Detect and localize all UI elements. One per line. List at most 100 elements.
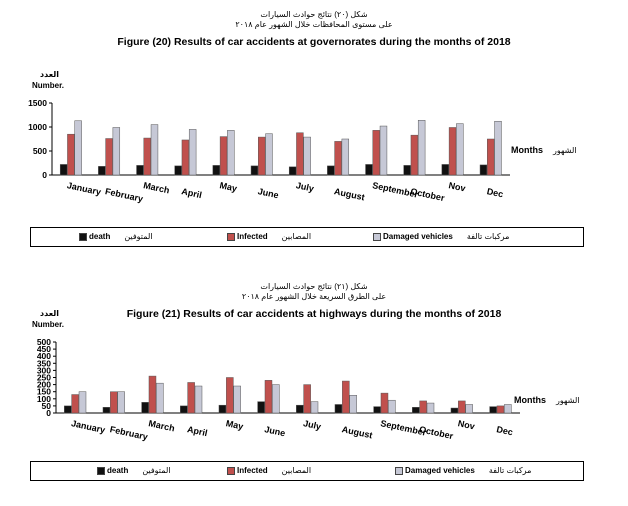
fig20-y-tick-label: 1000 [28, 122, 47, 132]
fig21-bar-death [334, 404, 343, 414]
fig21-bar-damaged [465, 404, 473, 414]
fig20-bar-infected [219, 136, 228, 176]
fig20-bar-infected [143, 137, 151, 176]
fig20-xlabel-en: Months [511, 145, 543, 155]
fig21-y-tick-label: 0 [46, 408, 51, 418]
fig20-bar-damaged [456, 123, 464, 176]
fig21-xlabel: Months الشهور [514, 395, 579, 405]
fig21-x-tick-label: May [225, 418, 244, 431]
fig21-x-tick-label: August [341, 424, 373, 440]
fig20-x-tick-label: June [257, 186, 280, 200]
fig20-bar-infected [296, 132, 304, 176]
fig21-x-tick-label: June [264, 424, 287, 438]
fig20-bar-death [441, 164, 450, 176]
fig21-bar-death [450, 407, 459, 414]
fig21-bar-damaged [426, 402, 435, 414]
fig20-bar-damaged [265, 133, 273, 176]
fig20-bar-death [250, 165, 259, 176]
fig21-title-en: Figure (21) Results of car accidents at … [126, 308, 502, 320]
fig21-bar-death [64, 405, 72, 414]
fig20-legend-damaged: Damaged vehicles مركبات تالفة [373, 232, 509, 241]
fig21-bar-damaged [194, 385, 203, 414]
fig21-bar-infected [71, 394, 79, 414]
fig20-bar-damaged [74, 120, 82, 176]
fig21-bar-death [218, 404, 227, 414]
fig21-title-ar-1: شكل (٢١) نتائج حوادث السيارات [260, 282, 368, 291]
fig20-bar-damaged [227, 130, 235, 176]
fig20-bar-infected [334, 141, 342, 176]
fig21-bar-damaged [78, 391, 87, 414]
fig21-bar-death [412, 407, 420, 414]
fig21-x-tick-label: July [302, 418, 322, 432]
fig21-y-tick-label: 250 [37, 373, 51, 383]
fig20-xlabel: Months الشهور [511, 145, 576, 155]
fig20-x-tick-label: Nov [448, 180, 467, 193]
fig21-legend-damaged: Damaged vehicles مركبات تالفة [395, 466, 531, 475]
fig20-bar-death [136, 165, 144, 176]
fig20-x-tick-label: April [181, 186, 203, 200]
fig21-bar-damaged [233, 385, 241, 414]
infected-swatch [227, 232, 235, 241]
fig20-title-ar-2: على مستوى المحافظات خلال الشهور عام ٢٠١٨ [235, 20, 393, 29]
fig21-bar-infected [226, 377, 234, 414]
fig21-y-tick-label: 350 [37, 358, 51, 368]
fig20-x-tick-label: July [295, 180, 315, 194]
fig20-x-tick-label: May [219, 180, 238, 193]
infected-swatch [227, 466, 235, 475]
fig20-bar-infected [258, 136, 266, 176]
fig20-legend: death المتوفين Infected المصابين Damaged v… [30, 227, 584, 247]
fig21-bar-death [373, 406, 381, 414]
fig20-bar-infected [448, 127, 457, 176]
fig21-y-tick-label: 500 [37, 337, 51, 347]
fig20-bar-damaged [494, 120, 502, 176]
fig21-bar-infected [110, 391, 118, 414]
fig21-y-tick-label: 450 [37, 344, 51, 354]
fig21-bar-death [257, 401, 265, 414]
fig21-y-tick-label: 150 [37, 387, 51, 397]
fig21-bar-infected [303, 384, 311, 414]
fig20-ylabel-en: Number. [32, 81, 65, 90]
fig20-bar-death [365, 164, 373, 176]
fig21-bar-death [489, 406, 497, 414]
fig21-bar-death [180, 405, 188, 414]
fig20-y-tick-label: 500 [33, 146, 47, 156]
fig21-bar-death [102, 407, 111, 414]
fig21-x-tick-label: April [186, 424, 208, 438]
fig21-y-tick-label: 50 [42, 401, 52, 411]
fig21-bar-damaged [349, 395, 357, 414]
fig21-bar-damaged [388, 399, 396, 414]
fig20-bar-death [174, 165, 182, 176]
fig20-y-tick-label: 0 [42, 170, 47, 180]
fig20-bar-death [212, 165, 221, 176]
fig20-bar-infected [410, 134, 419, 176]
fig21-ylabel-ar: العدد [40, 309, 59, 318]
fig21-bar-infected [342, 380, 350, 414]
fig21-y-tick-label: 400 [37, 351, 51, 361]
fig21-legend: death المتوفين Infected المصابين Damaged v… [30, 461, 584, 481]
fig20-bar-death [327, 165, 335, 176]
fig20-title-en: Figure (20) Results of car accidents at … [117, 36, 511, 48]
fig20-bar-infected [105, 138, 113, 176]
fig20-bar-infected [487, 138, 495, 176]
fig20-legend-infected: Infected المصابين [227, 232, 311, 241]
fig21-x-tick-label: October [418, 424, 454, 441]
fig21-bar-infected [187, 382, 195, 414]
fig21-bar-infected [496, 405, 505, 414]
fig21-legend-infected: Infected المصابين [227, 466, 311, 475]
death-swatch [79, 232, 87, 241]
fig20-bar-death [288, 166, 297, 176]
fig20-bar-death [59, 164, 68, 176]
fig21-bar-infected [458, 400, 466, 414]
fig20-title-ar-1: شكل (٢٠) نتائج حوادث السيارات [260, 10, 368, 19]
fig21-bar-infected [264, 380, 273, 414]
fig21-x-tick-label: February [109, 424, 149, 442]
fig20-y-tick-label: 1500 [28, 98, 47, 108]
fig21-bar-infected [380, 392, 389, 414]
death-swatch [97, 466, 105, 475]
fig21-bar-infected [148, 375, 157, 414]
fig21-bar-damaged [504, 404, 512, 414]
fig20-bar-damaged [341, 138, 350, 176]
fig21-y-tick-label: 300 [37, 365, 51, 375]
